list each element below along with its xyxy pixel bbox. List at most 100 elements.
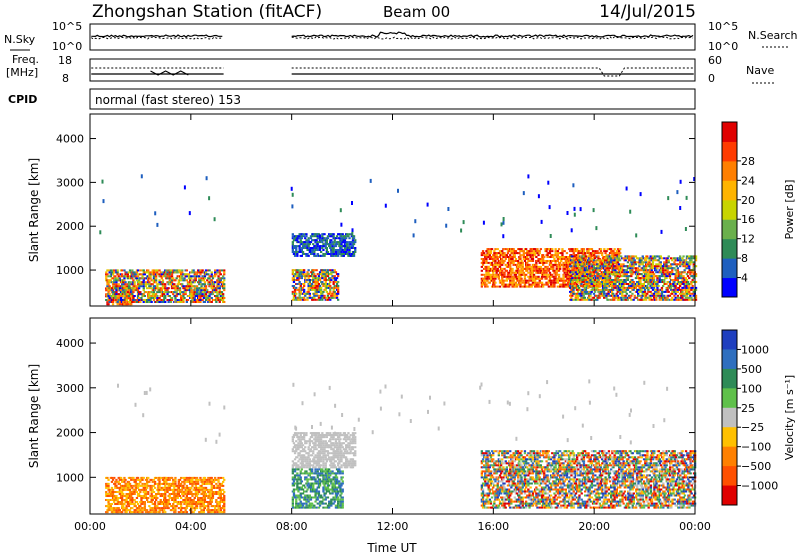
echo-cell [653,293,655,295]
echo-cell [514,252,516,254]
echo-cell [333,243,335,245]
echo-cell [676,273,678,275]
echo-cell [558,276,560,278]
echo-cell [131,487,133,489]
echo-cell [327,235,329,237]
echo-cell [156,297,158,299]
echo-cell [329,241,331,243]
echo-cell [583,257,585,259]
echo-cell [131,269,133,271]
echo-cell [115,291,117,293]
echo-cell [182,301,184,303]
echo-cell [216,291,218,293]
echo-cell [677,279,679,281]
echo-cell [295,249,297,251]
echo-cell [485,284,487,286]
echo-cell [301,275,303,277]
echo-cell [337,281,339,283]
echo-cell [523,256,525,258]
echo-cell [557,254,559,256]
echo-cell [580,295,582,297]
echo-cell [653,275,655,277]
echo-cell [300,239,302,241]
echo-cell [660,263,662,265]
echo-cell [630,275,632,277]
echo-cell [295,287,297,289]
echo-cell [591,263,593,265]
echo-cell [688,285,690,287]
echo-cell [533,268,535,270]
echo-cell [126,287,128,289]
echo-cell [114,483,116,485]
echo-cell [185,291,187,293]
echo-cell [346,241,348,243]
echo-cell [317,235,319,237]
echo-cell [507,266,509,268]
echo-cell [600,275,602,277]
echo-cell [222,299,224,301]
echo-cell [541,278,543,280]
echo-cell [128,287,130,289]
echo-cell [190,275,192,277]
echo-cell [511,270,513,272]
echo-cell [589,273,591,275]
echo-cell [567,270,569,272]
echo-cell [616,252,618,254]
echo-cell [334,295,336,297]
echo-cell [517,260,519,262]
echo-cell [217,299,219,301]
echo-cell [327,251,329,253]
echo-cell [667,299,669,301]
echo-cell [171,281,173,283]
echo-cell [519,254,521,256]
echo-cell [136,301,138,303]
echo-cell [130,495,132,497]
echo-cell [670,265,672,267]
echo-cell [208,295,210,297]
echo-cell [515,274,517,276]
echo-cell [210,291,212,293]
echo-cell [555,262,557,264]
echo-cell [585,277,587,279]
echo-cell [141,275,143,277]
echo-cell [313,269,315,271]
echo-cell [687,261,689,263]
echo-cell [605,287,607,289]
echo-cell [312,299,314,301]
echo-cell [501,278,503,280]
echo-cell [643,277,645,279]
echo-cell [513,262,515,264]
echo-cell [321,235,323,237]
echo-cell [640,259,642,261]
echo-cell [129,509,131,511]
echo-cell [647,277,649,279]
echo-cell [216,295,218,297]
echo-cell [146,299,148,301]
echo-cell [501,250,503,252]
echo-cell [534,252,536,254]
echo-cell [599,297,601,299]
echo-cell [645,295,647,297]
echo-cell [304,273,306,275]
echo-cell [300,251,302,253]
echo-cell [145,281,147,283]
echo-cell [153,275,155,277]
echo-cell [121,501,123,503]
echo-cell [626,273,628,275]
echo-cell [106,505,108,507]
echo-cell [618,281,620,283]
echo-cell [543,274,545,276]
echo-cell [126,507,128,509]
echo-cell [292,243,294,245]
echo-cell [611,252,613,254]
echo-cell [351,232,353,236]
echo-cell [168,287,170,289]
echo-cell [141,277,143,279]
echo-cell [667,257,669,259]
echo-cell [299,295,301,297]
echo-cell [174,289,176,291]
echo-cell [212,293,214,295]
echo-cell [611,287,613,289]
echo-cell [566,260,568,262]
echo-cell [578,277,580,279]
